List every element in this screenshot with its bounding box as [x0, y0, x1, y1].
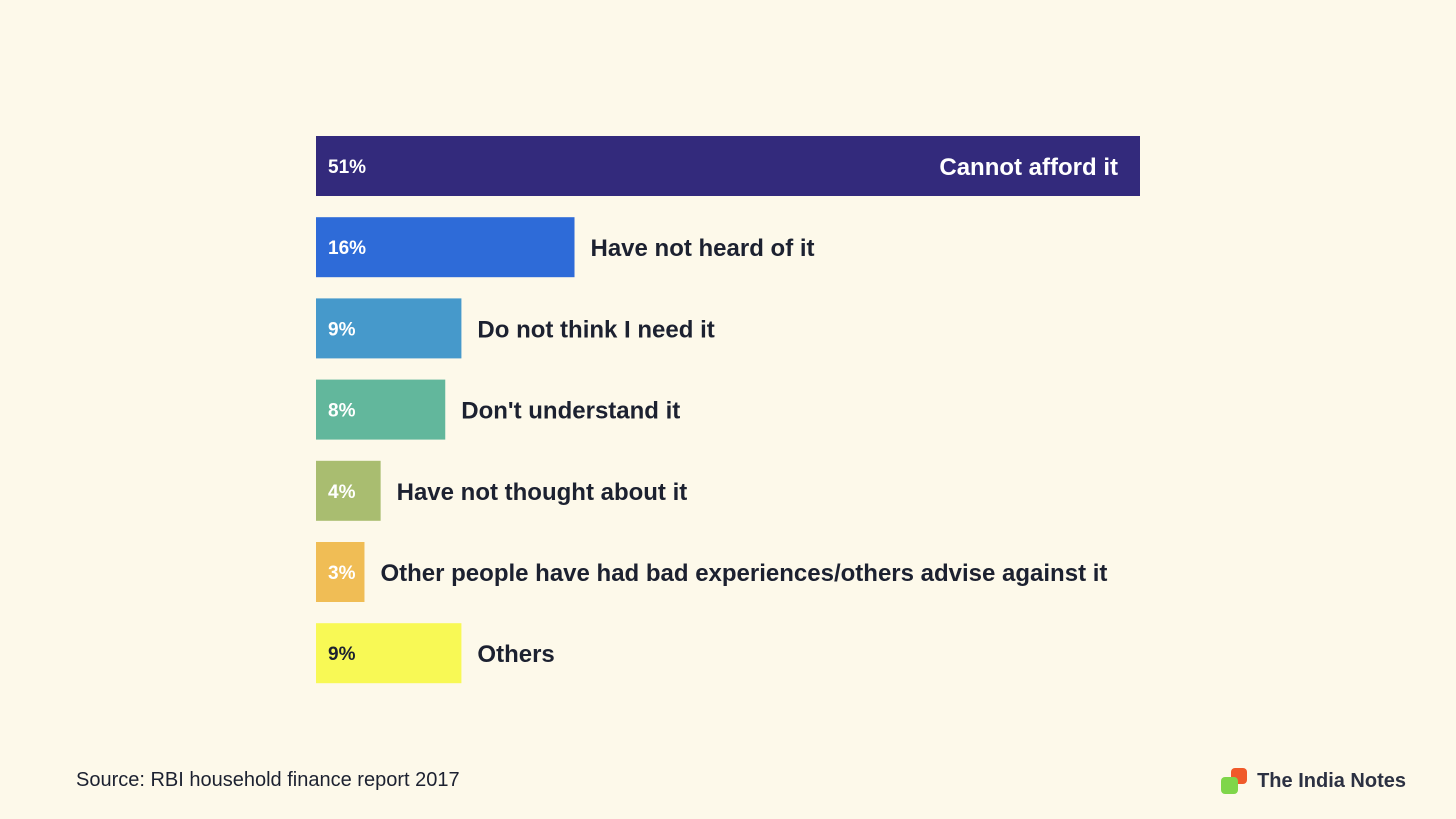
bar-value-label-6: 3% [328, 563, 356, 584]
bar-value-label-4: 8% [328, 401, 356, 422]
bar-category-label-5: Have not thought about it [397, 479, 688, 506]
bar-category-label-1: Cannot afford it [939, 154, 1118, 181]
bar-4 [316, 379, 446, 440]
bar-value-label-7: 9% [328, 644, 356, 665]
brand-logo-icon [1221, 768, 1248, 794]
bar-2 [316, 217, 575, 278]
bar-value-label-5: 4% [328, 482, 356, 503]
bar-category-label-4: Don't understand it [461, 398, 680, 425]
bar-category-label-2: Have not heard of it [591, 235, 815, 262]
bar-category-label-7: Others [477, 641, 554, 668]
bar-3 [316, 298, 462, 359]
bar-value-label-2: 16% [328, 238, 366, 259]
brand-name: The India Notes [1257, 769, 1406, 792]
bar-category-label-6: Other people have had bad experiences/ot… [380, 560, 1107, 587]
source-note: Source: RBI household finance report 201… [76, 769, 460, 791]
brand: The India Notes [1221, 768, 1406, 794]
bar-value-label-1: 51% [328, 157, 366, 178]
bar-1 [316, 136, 1140, 196]
bar-category-label-3: Do not think I need it [477, 316, 714, 343]
bar-6 [316, 542, 365, 602]
bar-7 [316, 623, 462, 684]
bar-5 [316, 460, 381, 521]
bar-value-label-3: 9% [328, 319, 356, 340]
